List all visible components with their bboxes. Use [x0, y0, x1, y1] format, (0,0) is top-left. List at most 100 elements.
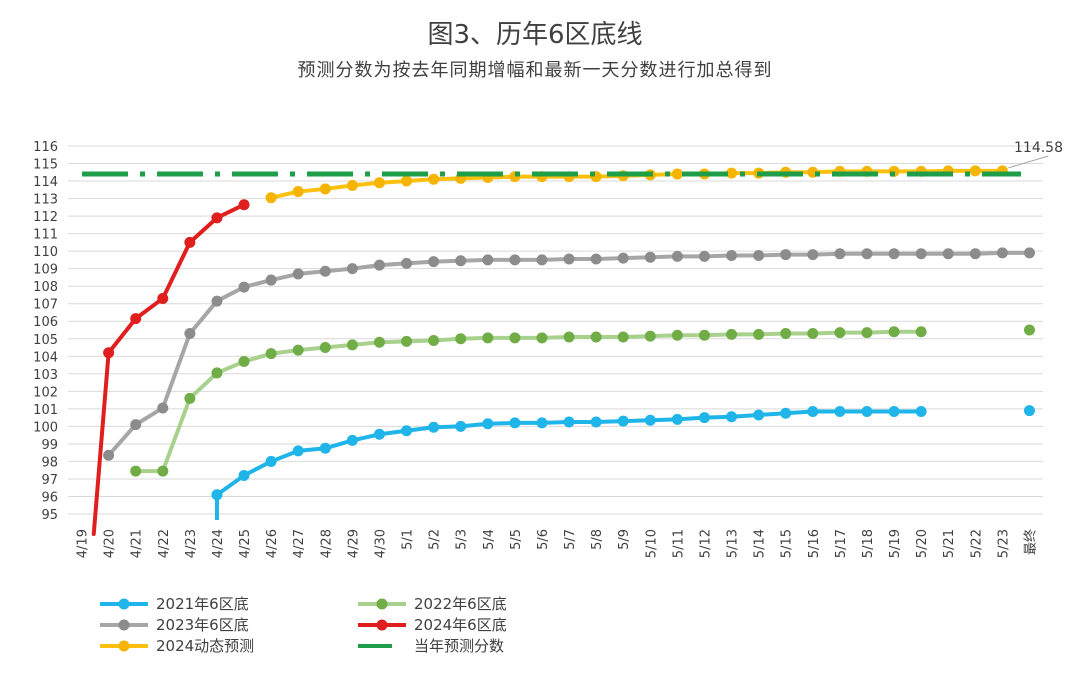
x-tick-label: 5/20	[915, 529, 930, 558]
x-tick-label: 4/22	[157, 529, 172, 558]
y-tick-label: 104	[33, 350, 58, 365]
chart-subtitle: 预测分数为按去年同期增幅和最新一天分数进行加总得到	[297, 60, 773, 81]
x-tick-label: 5/8	[590, 529, 605, 550]
x-tick-label: 5/13	[726, 529, 741, 558]
x-tick-label: 4/23	[184, 529, 199, 558]
data-point	[238, 356, 250, 368]
y-tick-label: 102	[33, 385, 58, 400]
data-point	[211, 212, 223, 224]
data-point	[671, 413, 683, 425]
y-tick-label: 115	[33, 158, 58, 173]
x-tick-label: 5/11	[671, 529, 686, 558]
data-point	[265, 192, 277, 204]
y-tick-label: 108	[33, 280, 58, 295]
y-tick-label: 103	[33, 368, 58, 383]
data-point	[969, 248, 981, 260]
data-point	[915, 326, 927, 338]
legend-marker	[376, 598, 388, 610]
data-point	[346, 263, 358, 275]
legend-item: 2022年6区底	[358, 595, 507, 613]
data-point	[563, 416, 575, 428]
data-point	[482, 254, 494, 266]
data-point	[455, 255, 467, 267]
x-tick-label: 4/19	[76, 529, 91, 558]
x-tick-label: 5/2	[428, 529, 443, 550]
data-point	[238, 199, 250, 211]
data-point	[536, 417, 548, 429]
legend-marker	[118, 640, 130, 652]
data-point	[346, 339, 358, 351]
x-tick-label: 5/23	[996, 529, 1011, 558]
data-point	[428, 173, 440, 185]
y-tick-label: 101	[33, 403, 58, 418]
y-tick-label: 107	[33, 298, 58, 313]
y-tick-label: 111	[33, 228, 58, 243]
x-tick-label: 5/19	[888, 529, 903, 558]
data-point	[617, 252, 629, 264]
data-point	[401, 335, 413, 347]
data-point	[428, 256, 440, 268]
data-point	[780, 328, 792, 340]
legend-item: 当年预测分数	[358, 637, 504, 655]
data-point	[726, 250, 738, 262]
data-point	[536, 332, 548, 344]
data-point	[130, 419, 142, 431]
legend-marker	[118, 619, 130, 631]
data-point	[671, 329, 683, 341]
x-tick-label: 5/21	[942, 529, 957, 558]
series-4	[265, 165, 1008, 204]
data-point	[834, 327, 846, 339]
legend-item: 2021年6区底	[100, 595, 249, 613]
legend-label: 2021年6区底	[156, 595, 249, 613]
data-point	[753, 328, 765, 340]
data-point	[861, 327, 873, 339]
x-tick-label: 5/22	[969, 529, 984, 558]
data-point	[698, 329, 710, 341]
data-point	[617, 415, 629, 427]
y-tick-label: 112	[33, 210, 58, 225]
data-point	[807, 249, 819, 261]
x-tick-label: 5/1	[401, 529, 416, 550]
legend-label: 2023年6区底	[156, 616, 249, 634]
data-point	[428, 421, 440, 433]
x-tick-label: 5/9	[617, 529, 632, 550]
data-point	[1023, 247, 1035, 259]
x-tick-label: 5/12	[698, 529, 713, 558]
y-tick-label: 114	[33, 175, 58, 190]
data-point	[888, 405, 900, 417]
data-point	[292, 445, 304, 457]
x-tick-label: 5/14	[753, 529, 768, 558]
data-point	[455, 333, 467, 345]
legend-label: 2024年6区底	[414, 616, 507, 634]
data-point	[996, 247, 1008, 259]
data-point	[265, 274, 277, 286]
data-point	[726, 167, 738, 179]
data-point	[157, 465, 169, 477]
x-tick-label: 最终	[1022, 529, 1038, 555]
gridlines	[68, 145, 1043, 515]
data-point	[292, 186, 304, 198]
data-point	[401, 175, 413, 187]
y-tick-label: 105	[33, 333, 58, 348]
data-point	[428, 335, 440, 347]
data-point	[346, 179, 358, 191]
x-tick-label: 4/29	[346, 529, 361, 558]
x-tick-label: 5/18	[861, 529, 876, 558]
data-point	[861, 405, 873, 417]
x-axis: 4/19 4/20 4/21 4/22 4/23 4/24 4/25 4/26 4/27 4/28…	[76, 529, 1039, 558]
data-point	[888, 248, 900, 260]
data-point	[157, 402, 169, 414]
data-point	[292, 344, 304, 356]
y-tick-label: 113	[33, 193, 58, 208]
data-point	[807, 405, 819, 417]
annotation: 114.58	[1008, 140, 1063, 169]
x-tick-label: 5/10	[644, 529, 659, 558]
legend-item: 2024年6区底	[358, 616, 507, 634]
x-tick-label: 4/25	[238, 529, 253, 558]
data-point	[455, 420, 467, 432]
data-point	[211, 295, 223, 307]
series-1	[130, 324, 1035, 477]
x-tick-label: 5/3	[455, 529, 470, 550]
data-point	[590, 253, 602, 265]
data-point	[888, 326, 900, 338]
